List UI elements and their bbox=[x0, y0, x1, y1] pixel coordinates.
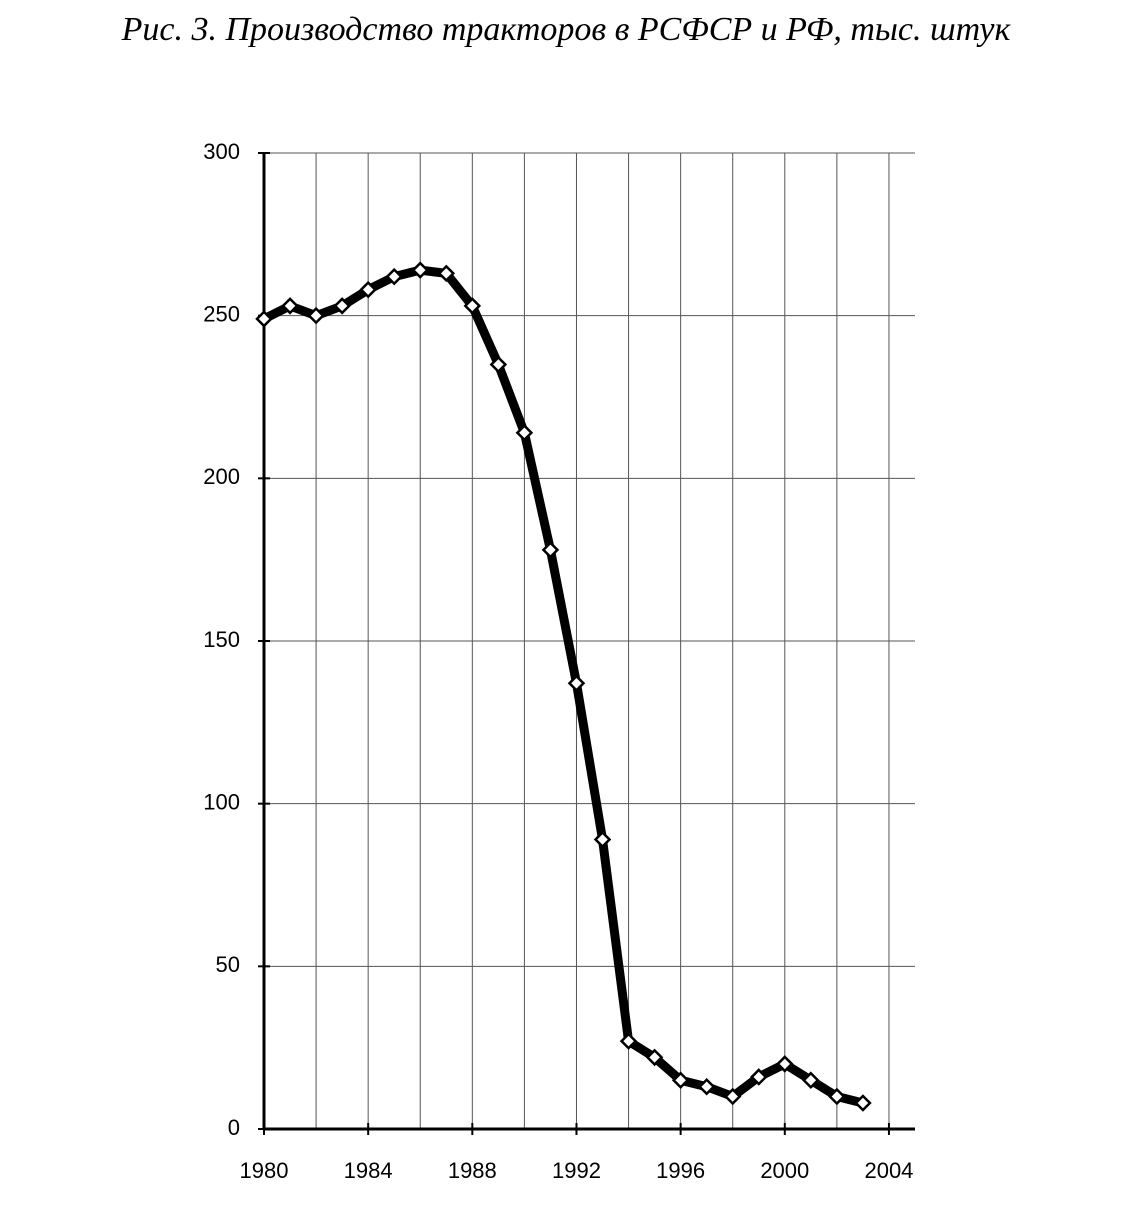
data-point bbox=[749, 1068, 768, 1086]
data-point bbox=[463, 297, 482, 315]
y-tick-label: 50 bbox=[216, 952, 240, 977]
data-point bbox=[619, 1032, 638, 1050]
y-tick-label: 100 bbox=[203, 789, 240, 814]
data-point bbox=[411, 261, 430, 279]
data-point bbox=[723, 1087, 742, 1106]
data-point bbox=[567, 674, 586, 693]
x-tick-label: 1984 bbox=[344, 1158, 393, 1183]
x-tick-label: 2000 bbox=[760, 1158, 809, 1183]
y-tick-label: 250 bbox=[203, 301, 240, 326]
y-tick-label: 150 bbox=[203, 627, 240, 652]
data-point bbox=[802, 1071, 820, 1089]
x-tick-label: 1996 bbox=[656, 1158, 705, 1183]
data-point bbox=[437, 264, 456, 283]
data-point bbox=[671, 1071, 690, 1089]
y-tick-label: 300 bbox=[203, 139, 240, 164]
data-point bbox=[281, 297, 299, 315]
data-point bbox=[541, 541, 560, 559]
y-tick-label: 200 bbox=[203, 464, 240, 489]
data-point bbox=[776, 1055, 794, 1073]
data-point bbox=[307, 306, 325, 325]
data-point bbox=[828, 1087, 846, 1106]
x-tick-label: 1980 bbox=[240, 1158, 289, 1183]
x-tick-label: 1992 bbox=[552, 1158, 601, 1183]
chart-title: Рис. 3. Производство тракторов в РСФСР и… bbox=[121, 11, 1012, 48]
x-tick-label: 2004 bbox=[864, 1158, 913, 1183]
data-line bbox=[261, 265, 865, 1108]
data-point bbox=[697, 1077, 716, 1096]
data-point bbox=[515, 424, 534, 442]
data-point bbox=[333, 297, 351, 315]
data-point bbox=[645, 1048, 664, 1067]
data-point bbox=[593, 830, 612, 849]
data-point bbox=[385, 267, 403, 286]
y-tick-label: 0 bbox=[228, 1115, 240, 1140]
data-point bbox=[359, 280, 377, 299]
data-point bbox=[854, 1094, 872, 1112]
x-tick-label: 1988 bbox=[448, 1158, 497, 1183]
data-point bbox=[255, 310, 273, 328]
data-point bbox=[489, 355, 508, 374]
